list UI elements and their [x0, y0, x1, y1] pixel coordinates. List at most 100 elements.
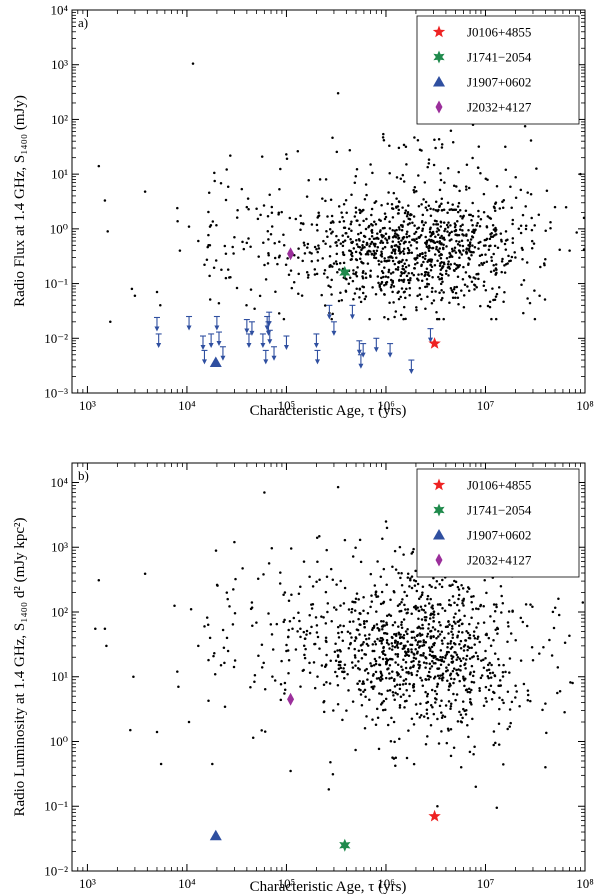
upper-limit-head	[200, 345, 206, 351]
data-point	[482, 604, 485, 608]
data-point	[381, 601, 385, 605]
data-point	[390, 283, 393, 287]
data-point	[251, 736, 255, 739]
data-point	[402, 220, 406, 223]
data-point	[481, 263, 484, 267]
data-point	[414, 657, 418, 660]
data-point	[451, 595, 455, 598]
data-point	[273, 256, 277, 260]
data-point	[365, 217, 368, 221]
data-point	[380, 280, 384, 284]
data-point	[462, 265, 465, 269]
data-point	[424, 235, 427, 239]
data-point	[359, 623, 362, 626]
data-point	[388, 677, 391, 680]
data-point	[553, 606, 557, 610]
data-point	[462, 675, 465, 679]
data-point	[471, 674, 475, 678]
data-point	[479, 676, 483, 680]
data-point	[339, 242, 343, 245]
data-point	[480, 674, 484, 677]
data-point	[313, 642, 316, 646]
data-point	[356, 682, 359, 685]
data-point	[350, 661, 354, 664]
data-point	[447, 221, 450, 224]
y-tick-label: 10⁻²	[44, 331, 68, 346]
data-point	[484, 657, 487, 660]
data-point	[458, 189, 461, 193]
data-point	[335, 583, 338, 586]
data-point	[404, 270, 407, 273]
data-point	[519, 231, 523, 235]
data-point	[249, 685, 252, 689]
data-point	[380, 620, 383, 623]
data-point	[482, 244, 486, 247]
data-point	[470, 253, 473, 257]
data-point	[245, 241, 249, 245]
data-point	[349, 222, 353, 226]
data-point	[460, 253, 464, 256]
data-point	[109, 320, 112, 324]
data-point	[461, 277, 465, 281]
data-point	[385, 239, 389, 242]
data-point	[247, 237, 250, 240]
data-point	[359, 300, 363, 304]
data-point	[443, 715, 447, 718]
data-point	[432, 576, 435, 580]
data-point	[394, 243, 398, 247]
data-point	[432, 616, 435, 619]
upper-limit-head	[216, 341, 222, 347]
data-point	[365, 619, 369, 623]
data-point	[398, 200, 401, 204]
data-point	[302, 644, 306, 648]
data-point	[524, 224, 528, 227]
data-point	[392, 720, 396, 724]
data-point	[444, 227, 447, 231]
data-point	[346, 630, 350, 634]
data-point	[447, 260, 450, 263]
data-point	[441, 642, 444, 645]
data-point	[461, 587, 465, 590]
data-point	[363, 652, 366, 656]
data-point	[453, 286, 456, 289]
data-point	[289, 547, 293, 550]
data-point	[401, 236, 405, 240]
data-point	[406, 611, 409, 615]
data-point	[470, 595, 473, 598]
data-point	[339, 666, 343, 670]
data-point	[445, 741, 449, 745]
data-point	[256, 217, 260, 221]
data-point	[358, 251, 362, 255]
data-point	[353, 639, 357, 642]
data-point	[479, 604, 482, 608]
data-point	[226, 185, 230, 188]
data-point	[348, 632, 352, 635]
data-point	[396, 266, 400, 269]
data-point	[404, 317, 407, 321]
data-point	[428, 646, 431, 649]
panel-a: a) Characteristic Age, τ (yrs) Radio Flu…	[12, 3, 594, 420]
data-point	[393, 252, 397, 255]
data-point	[328, 682, 332, 685]
data-point	[519, 224, 523, 228]
data-point	[299, 221, 303, 225]
data-point	[395, 197, 398, 200]
data-point	[285, 643, 288, 647]
data-point	[299, 635, 302, 639]
data-point	[430, 585, 433, 588]
data-point	[429, 226, 432, 229]
data-point	[425, 708, 429, 712]
data-point	[406, 608, 410, 611]
data-point	[385, 623, 389, 626]
data-point	[373, 657, 377, 661]
data-point	[336, 625, 340, 629]
data-point	[418, 632, 422, 635]
data-point	[234, 577, 237, 581]
data-point	[484, 253, 487, 256]
data-point	[465, 248, 468, 251]
data-point	[446, 211, 449, 215]
data-point	[271, 648, 275, 651]
data-point	[334, 670, 337, 674]
data-point	[433, 641, 436, 645]
data-point	[130, 287, 134, 291]
